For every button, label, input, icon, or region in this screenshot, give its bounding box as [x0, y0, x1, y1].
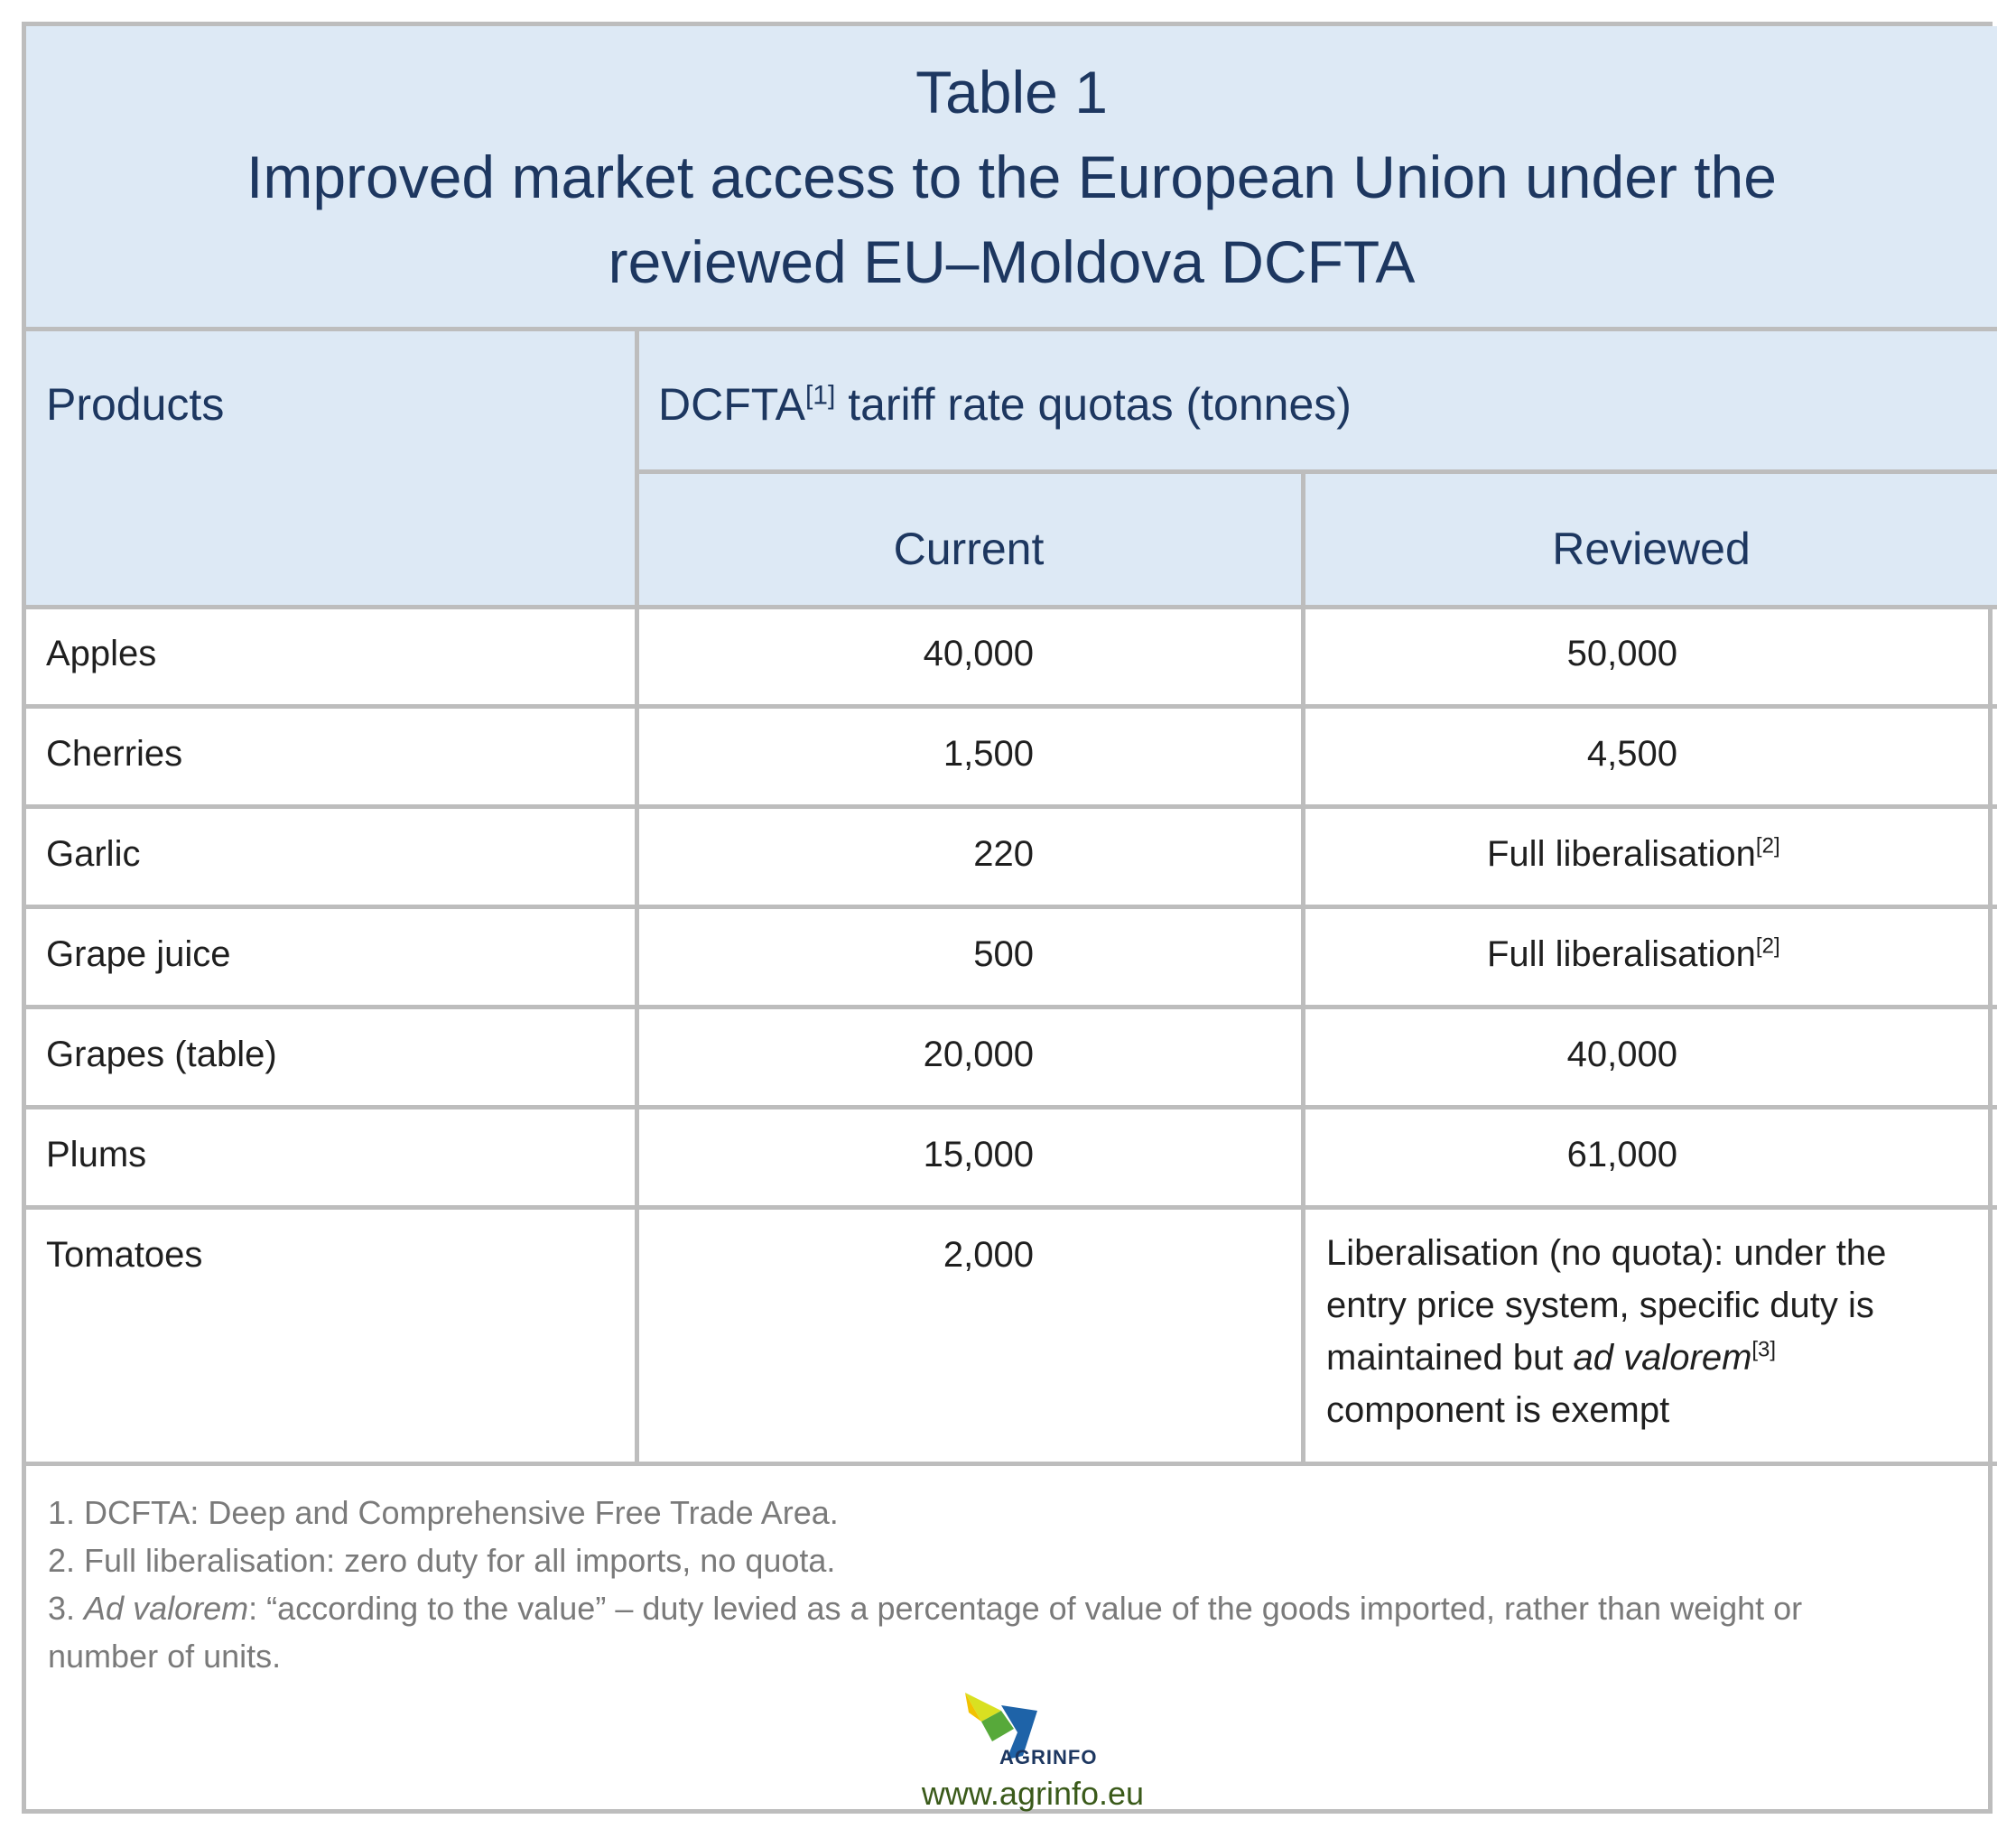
- product-grapes-table: Grapes (table): [46, 1035, 277, 1074]
- footnote-2-ref: [2]: [1755, 933, 1780, 959]
- header-quota-label: DCFTA[1] tariff rate quotas (tonnes): [658, 379, 1352, 430]
- footnote-3-continued: number of units.: [48, 1638, 282, 1675]
- product-cherries: Cherries: [46, 734, 183, 774]
- footnote-2: 2. Full liberalisation: zero duty for al…: [48, 1542, 836, 1579]
- reviewed-plums: 61,000: [1566, 1135, 1677, 1174]
- table-title-line-1: Improved market access to the European U…: [246, 143, 1777, 210]
- table-title-line-2: reviewed EU–Moldova DCFTA: [608, 227, 1416, 295]
- current-cherries: 1,500: [943, 734, 1034, 774]
- footnote-2-ref: [2]: [1755, 833, 1780, 859]
- row-divider: [26, 704, 1997, 709]
- reviewed-garlic: Full liberalisation[2]: [1487, 833, 1780, 874]
- row-divider: [26, 1105, 1997, 1109]
- footnote-1: 1. DCFTA: Deep and Comprehensive Free Tr…: [48, 1494, 839, 1531]
- table-frame: Table 1 Improved market access to the Eu…: [22, 22, 1997, 1814]
- column-divider-products: [635, 331, 639, 1466]
- row-divider: [26, 804, 1997, 809]
- table-bottom-line: [26, 1462, 1997, 1466]
- row-divider: [26, 905, 1997, 909]
- product-grape-juice: Grape juice: [46, 934, 231, 974]
- product-apples: Apples: [46, 634, 157, 673]
- table-number: Table 1: [915, 58, 1108, 125]
- reviewed-apples: 50,000: [1566, 634, 1677, 673]
- header-reviewed-label: Reviewed: [1552, 524, 1751, 574]
- reviewed-grapes-table: 40,000: [1566, 1035, 1677, 1074]
- reviewed-tomatoes: Liberalisation (no quota): under the ent…: [1326, 1233, 1887, 1430]
- footnote-1-ref: [1]: [804, 380, 836, 411]
- reviewed-grape-juice: Full liberalisation[2]: [1487, 933, 1780, 974]
- footnotes: 1. DCFTA: Deep and Comprehensive Free Tr…: [48, 1489, 1980, 1680]
- product-plums: Plums: [46, 1135, 147, 1174]
- agrinfo-logo-text: AGRINFO: [999, 1746, 1098, 1768]
- current-plums: 15,000: [923, 1135, 1034, 1174]
- current-tomatoes: 2,000: [943, 1235, 1034, 1275]
- header-products-label: Products: [46, 379, 225, 430]
- footnote-3: 3. Ad valorem: “according to the value” …: [48, 1590, 1803, 1627]
- reviewed-cherries: 4,500: [1586, 734, 1677, 774]
- product-garlic: Garlic: [46, 834, 141, 874]
- current-grape-juice: 500: [973, 934, 1034, 974]
- header-products-cell: [26, 331, 1997, 605]
- header-subdivider: [636, 469, 1997, 474]
- table-title-block: Table 1 Improved market access to the Eu…: [26, 26, 1997, 331]
- row-divider: [26, 1005, 1997, 1009]
- agrinfo-logo-icon: [965, 1693, 1037, 1759]
- column-divider-current: [1301, 469, 1305, 1466]
- current-apples: 40,000: [923, 634, 1034, 673]
- current-garlic: 220: [973, 834, 1034, 874]
- header-current-label: Current: [893, 524, 1045, 574]
- footnote-3-ref: [3]: [1751, 1337, 1777, 1362]
- product-tomatoes: Tomatoes: [46, 1235, 203, 1275]
- row-divider: [26, 1205, 1997, 1210]
- footer-url: www.agrinfo.eu: [921, 1775, 1145, 1812]
- current-grapes-table: 20,000: [923, 1035, 1034, 1074]
- header-bottom-line: [26, 605, 1997, 609]
